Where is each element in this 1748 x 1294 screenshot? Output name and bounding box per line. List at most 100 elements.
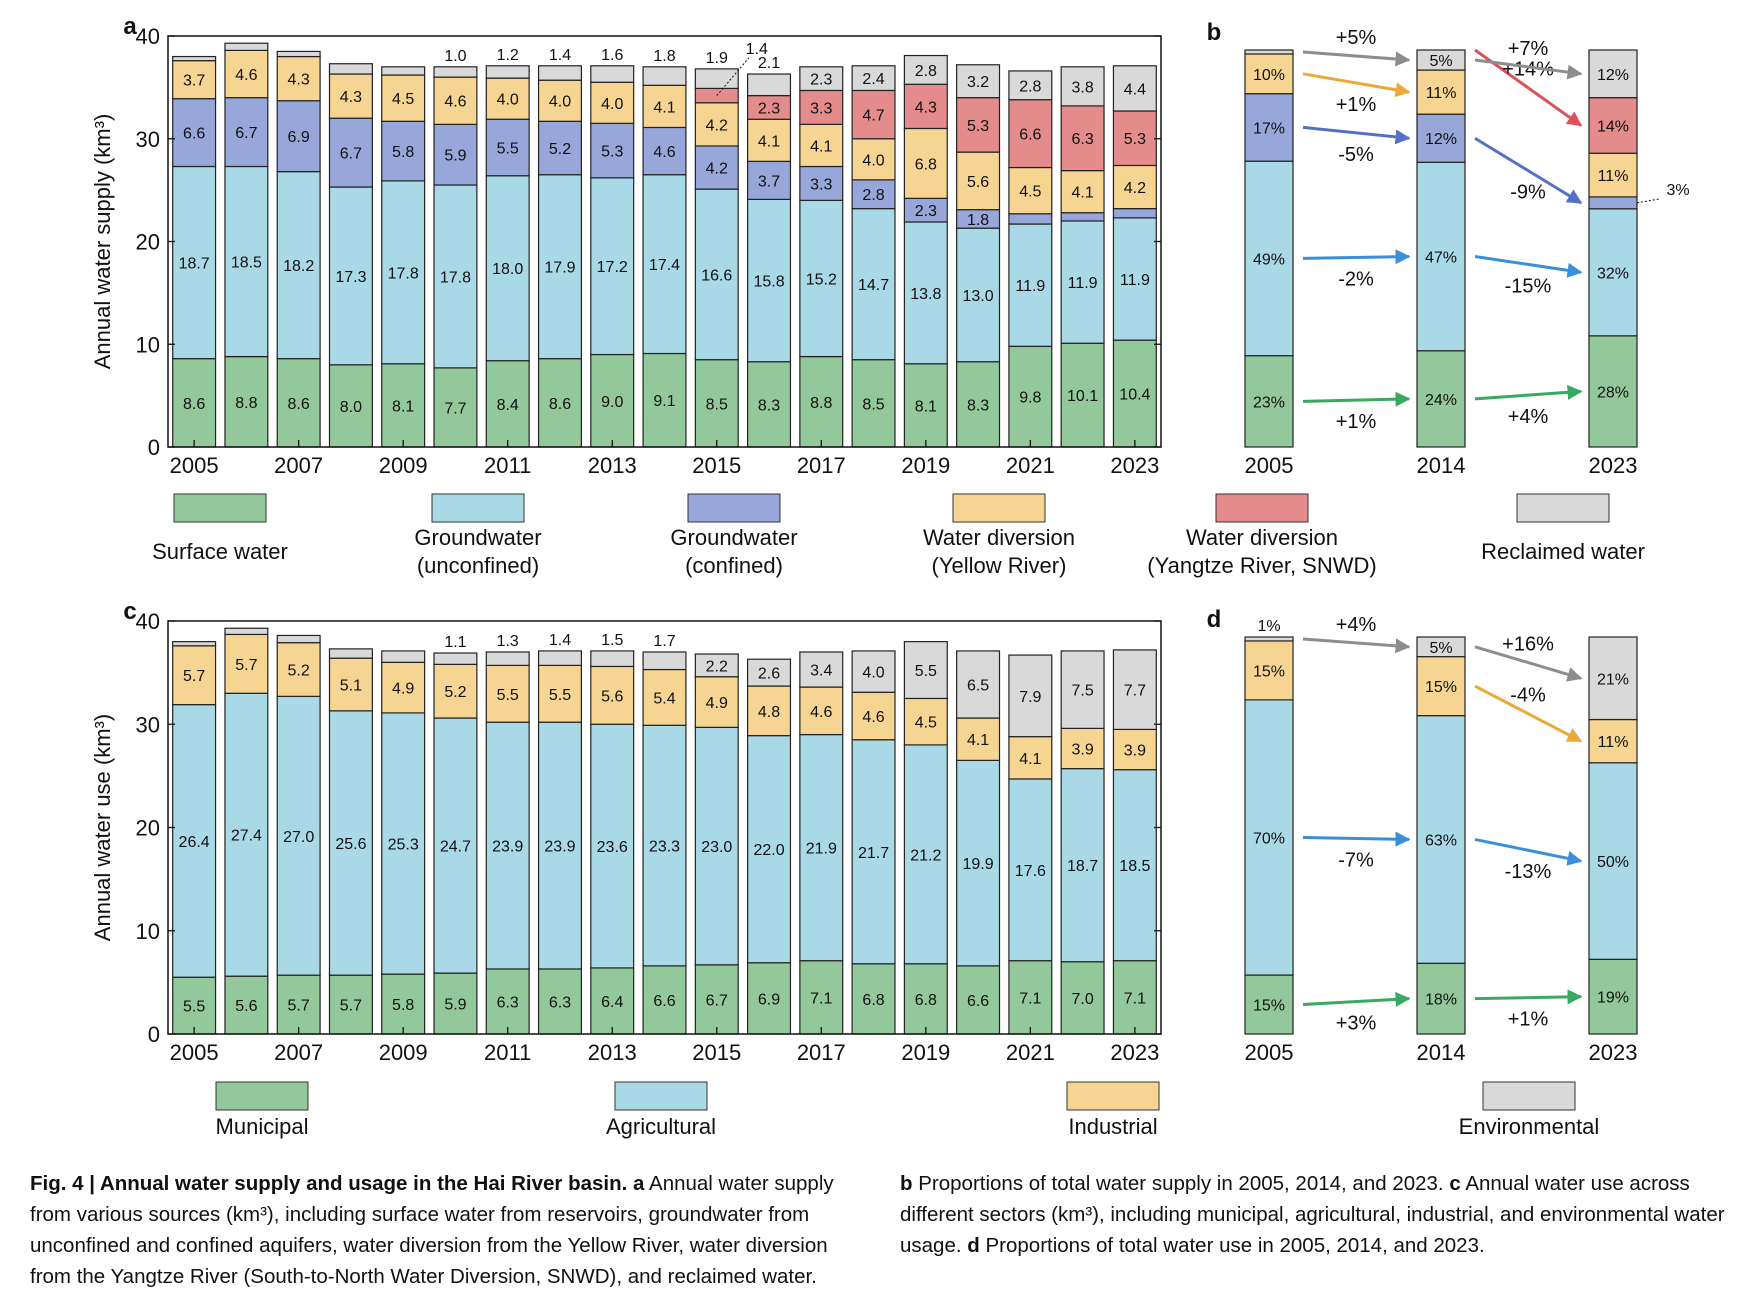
bar-label-c-2009-s1: 25.3 (388, 837, 419, 854)
bar-label-a-2013-s0: 9.0 (601, 394, 623, 411)
bar-a-2018-s5 (851, 65, 896, 92)
bar-a-2018-s2 (851, 179, 896, 210)
bar-label-a-2019-s5: 2.8 (915, 63, 937, 80)
bar-a-2014-s3 (642, 84, 687, 129)
bar-label-a-2018-s3: 4.0 (862, 152, 884, 169)
bar-a-2012-s0 (537, 358, 583, 448)
change-arrow-b-8 (1302, 50, 1411, 67)
y-axis-label: Annual water use (km³) (90, 714, 115, 941)
bar-label-a-2023-s3: 4.2 (1124, 180, 1146, 197)
bar-label-a-2009-s1: 17.8 (388, 265, 419, 282)
bar-label-a-2015-s2: 4.2 (706, 161, 728, 178)
bar-label-c-2015-s2: 4.9 (706, 695, 728, 712)
bar-label-a-2014-s0: 9.1 (653, 393, 675, 410)
panel-a: a Annual water supply (km³) 8.6 18.7 6.6 3.7 8… (90, 13, 1162, 478)
bar-c-2019-s3 (903, 641, 948, 700)
bar-a-2016-s3 (746, 118, 792, 162)
bar-c-2008-s1 (328, 710, 373, 976)
prop-bar-b-2005-s2 (1244, 93, 1294, 162)
x-tick-label: 2023 (1589, 1040, 1638, 1065)
bar-label-a-2009-s0: 8.1 (392, 398, 414, 415)
change-arrow-b-1 (1474, 384, 1583, 401)
bar-label-a-2014-s2: 4.6 (653, 144, 675, 161)
x-tick-label: 2017 (797, 1040, 846, 1065)
prop-bar-d-2005-s0 (1244, 974, 1294, 1035)
prop-label-d-2005-s3: 1% (1257, 618, 1280, 635)
bar-label-a-2008-s3: 4.3 (340, 89, 362, 106)
bar-label-c-2016-s0: 6.9 (758, 991, 780, 1008)
panel-b: b 23% 49% 17% 10% 2005 24% 47% 12% 11% 5% 2014 28% 32… (1207, 19, 1690, 478)
bar-a-2013-s3 (590, 81, 635, 124)
prop-bar-d-2023-s0 (1588, 958, 1638, 1035)
bar-label-a-2016-s3: 4.1 (758, 133, 780, 150)
bar-label-a-2013-s3: 4.0 (601, 96, 623, 113)
bar-label-c-2010-s2: 5.2 (444, 684, 466, 701)
figure-caption-left: Fig. 4 | Annual water supply and usage i… (30, 1168, 860, 1292)
bar-a-2019-s3 (903, 127, 948, 199)
legend-supply: Surface water Groundwater (unconfined) Grou… (152, 493, 1645, 578)
caption-b-text: Proportions of total water supply in 200… (918, 1172, 1444, 1195)
bar-c-2018-s1 (851, 739, 896, 965)
prop-label-d-2023-s1: 50% (1597, 854, 1629, 871)
change-label-b-2: -2% (1338, 268, 1374, 290)
bar-label-c-2011-s2: 5.5 (497, 687, 519, 704)
change-arrow-d-5 (1302, 637, 1411, 654)
bar-label-c-2006-s1: 27.4 (231, 828, 262, 845)
bar-a-2012-s2 (537, 120, 583, 176)
x-tick-label: 2017 (797, 453, 846, 478)
bar-a-2020-s4 (956, 97, 1001, 153)
bar-label-c-2018-s2: 4.6 (862, 709, 884, 726)
bar-label-c-2005-s0: 5.5 (183, 999, 205, 1016)
panel-d: d 15% 70% 15% 1% 2005 18% 63% 15% 5% 2014 19% 50% 11%… (1207, 606, 1638, 1065)
prop-label-b-2023-s0: 28% (1597, 384, 1629, 401)
prop-bar-b-2014-s2 (1416, 113, 1466, 163)
change-label-b-1: +4% (1508, 406, 1549, 428)
bar-label-c-2019-s0: 6.8 (915, 992, 937, 1009)
bar-c-2021-s1 (1008, 778, 1053, 962)
bar-label-a-2011-s5: 1.2 (497, 47, 519, 64)
bar-label-c-2018-s0: 6.8 (862, 992, 884, 1009)
bar-a-2006-s3 (224, 49, 269, 99)
bar-c-2010-s1 (433, 717, 478, 974)
legend-label-supply-1: (unconfined) (417, 553, 539, 578)
bar-label-a-2005-s0: 8.6 (183, 396, 205, 413)
bar-label-c-2014-s0: 6.6 (653, 993, 675, 1010)
prop-label-d-2014-s2: 15% (1425, 679, 1457, 696)
bar-label-a-2019-s3: 6.8 (915, 156, 937, 173)
bar-label-c-2020-s2: 4.1 (967, 732, 989, 749)
y-tick-label: 30 (136, 127, 160, 152)
bar-c-2020-s3 (956, 650, 1001, 719)
x-tick-label: 2009 (379, 453, 428, 478)
caption-c-text: Annual water use across different sector… (900, 1172, 1725, 1257)
bar-c-2010-s0 (433, 972, 478, 1035)
bar-label-a-2014-s5: 1.8 (653, 48, 675, 65)
prop-bar-d-2014-s1 (1416, 715, 1466, 964)
x-tick-label: 2007 (274, 1040, 323, 1065)
bar-a-2011-s5 (485, 65, 530, 79)
bar-label-a-2017-s1: 15.2 (806, 271, 837, 288)
bar-label-a-2017-s4: 3.3 (810, 100, 832, 117)
prop-bar-b-2023-s0 (1588, 335, 1638, 448)
bar-label-a-2009-s2: 5.8 (392, 144, 414, 161)
bar-a-2023-s5 (1112, 65, 1157, 112)
legend-swatch-supply-3 (952, 493, 1046, 523)
panel-letter-d: d (1207, 606, 1222, 633)
bar-label-a-2014-s1: 17.4 (649, 257, 680, 274)
bar-a-2008-s2 (328, 117, 373, 188)
x-tick-label: 2013 (588, 1040, 637, 1065)
bar-a-2013-s0 (590, 353, 635, 448)
bar-c-2017-s0 (799, 960, 844, 1035)
bar-label-a-2006-s1: 18.5 (231, 255, 262, 272)
bar-a-2018-s4 (851, 89, 896, 140)
prop-label-b-2014-s2: 12% (1425, 131, 1457, 148)
change-label-d-4: -4% (1510, 685, 1546, 707)
prop-bar-b-2005-s1 (1244, 160, 1294, 357)
bar-a-2022-s1 (1060, 220, 1105, 344)
bar-label-c-2020-s3: 6.5 (967, 677, 989, 694)
x-tick-label: 2014 (1417, 1040, 1466, 1065)
bar-a-2007-s1 (276, 171, 321, 360)
bar-a-2020-s1 (956, 227, 1001, 363)
prop-label-d-2014-s3: 5% (1429, 640, 1452, 657)
prop-label-b-2005-s3: 10% (1253, 67, 1285, 84)
panel-letter-c: c (123, 598, 136, 625)
